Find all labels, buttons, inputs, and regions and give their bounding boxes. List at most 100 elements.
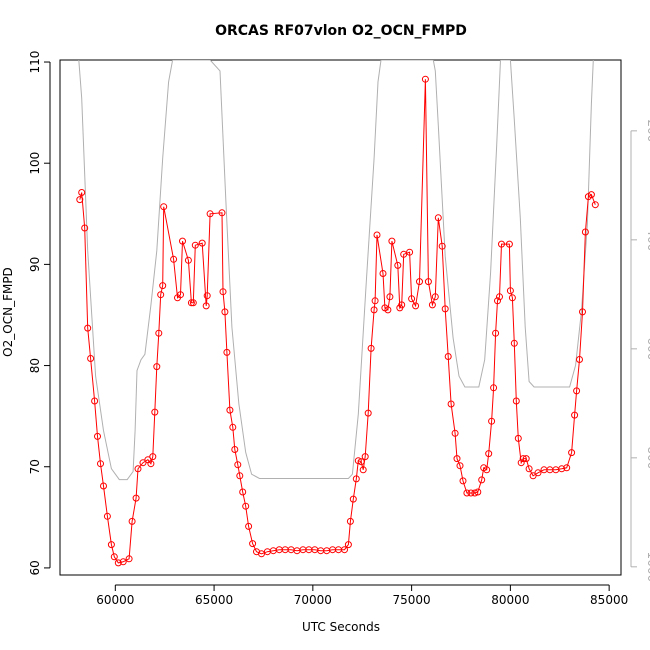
o2-data-point bbox=[357, 458, 365, 466]
o2-data-point bbox=[223, 348, 231, 356]
o2-data-point bbox=[441, 305, 449, 313]
o2-data-point bbox=[245, 522, 253, 530]
o2-data-point bbox=[408, 295, 416, 303]
o2-data-point bbox=[571, 411, 579, 419]
o2-data-point bbox=[219, 288, 227, 296]
x-tick-label: 65000 bbox=[195, 593, 233, 607]
y-tick-label: 70 bbox=[28, 459, 42, 474]
o2-data-point bbox=[579, 308, 586, 316]
o2-data-point bbox=[139, 459, 147, 467]
o2-data-point bbox=[421, 75, 429, 83]
x-tick-label: 75000 bbox=[393, 593, 431, 607]
o2-data-point bbox=[76, 196, 84, 204]
o2-data-point bbox=[236, 472, 244, 480]
x-tick-label: 60000 bbox=[96, 593, 134, 607]
o2-data-point bbox=[563, 464, 571, 472]
o2-data-point bbox=[510, 339, 518, 347]
o2-data-point bbox=[149, 453, 157, 461]
o2-data-point bbox=[431, 293, 439, 301]
o2-data-point bbox=[483, 466, 491, 474]
o2-data-point bbox=[508, 294, 516, 302]
plot-frame bbox=[59, 59, 622, 576]
o2-data-point bbox=[78, 189, 86, 196]
o2-data-point bbox=[505, 240, 513, 248]
o2-data-point bbox=[364, 409, 372, 417]
o2-data-point bbox=[229, 423, 237, 431]
right-tick-label: 200 bbox=[645, 119, 650, 142]
o2-data-point bbox=[159, 282, 167, 290]
o2-data-point bbox=[416, 278, 423, 286]
o2-data-point bbox=[187, 299, 195, 307]
o2-data-point bbox=[529, 472, 537, 480]
o2-data-point bbox=[514, 434, 522, 442]
o2-data-point bbox=[467, 489, 475, 497]
o2-data-point bbox=[198, 239, 206, 247]
o2-data-point bbox=[424, 278, 432, 286]
o2-data-point bbox=[494, 297, 501, 305]
o2-data-point bbox=[352, 475, 360, 483]
o2-data-point bbox=[242, 502, 250, 510]
o2-data-point bbox=[587, 191, 595, 199]
o2-data-point bbox=[160, 203, 168, 211]
o2-data-point bbox=[512, 397, 520, 405]
o2-data-point bbox=[132, 494, 140, 502]
o2-data-point bbox=[249, 540, 257, 548]
o2-data-point bbox=[370, 306, 378, 314]
y-tick-label: 100 bbox=[28, 152, 42, 175]
y-tick-label: 60 bbox=[28, 560, 42, 575]
o2-data-point bbox=[398, 301, 406, 309]
o2-data-point bbox=[517, 459, 525, 467]
o2-data-point bbox=[463, 489, 471, 497]
o2-data-point bbox=[373, 231, 381, 239]
o2-data-point bbox=[498, 240, 505, 248]
o2-data-point bbox=[444, 353, 452, 360]
right-tick-label: 600 bbox=[645, 337, 650, 360]
o2-data-point bbox=[478, 476, 486, 484]
o2-data-point bbox=[91, 397, 99, 405]
o2-data-point bbox=[114, 559, 122, 567]
o2-data-point bbox=[258, 550, 265, 558]
o2-data-point bbox=[349, 495, 357, 503]
o2-data-point bbox=[492, 329, 500, 337]
o2-data-point bbox=[103, 512, 111, 520]
o2-data-point bbox=[359, 466, 367, 474]
o2-data-point bbox=[388, 237, 396, 245]
o2-data-point bbox=[206, 210, 214, 218]
y-axis-label: O2_OCN_FMPD bbox=[1, 267, 15, 357]
o2-data-point bbox=[371, 297, 379, 305]
o2-data-point bbox=[573, 387, 581, 395]
o2-series-line bbox=[79, 79, 596, 564]
o2-data-point bbox=[100, 482, 107, 490]
o2-data-point bbox=[147, 460, 155, 468]
o2-data-point bbox=[496, 293, 503, 301]
o2-data-point bbox=[87, 355, 95, 362]
o2-data-point bbox=[153, 363, 161, 371]
altitude-series-line bbox=[78, 60, 594, 481]
o2-data-point bbox=[485, 450, 493, 458]
o2-data-point bbox=[107, 541, 115, 549]
o2-data-point bbox=[354, 457, 362, 465]
y-tick-label: 80 bbox=[28, 358, 42, 373]
chart-title: ORCAS RF07vlon O2_OCN_FMPD bbox=[215, 23, 467, 39]
o2-data-point bbox=[447, 400, 455, 408]
right-tick-label: 400 bbox=[645, 228, 650, 251]
o2-data-point bbox=[451, 429, 459, 437]
o2-data-point bbox=[226, 406, 234, 414]
o2-data-point bbox=[506, 287, 514, 295]
o2-data-point bbox=[453, 455, 461, 463]
o2-data-point bbox=[576, 356, 583, 363]
right-tick-label: 800 bbox=[645, 446, 650, 469]
o2-data-point bbox=[344, 541, 352, 549]
o2-data-point bbox=[361, 453, 369, 461]
o2-data-point bbox=[379, 270, 387, 277]
o2-data-point bbox=[367, 344, 375, 352]
o2-data-point bbox=[203, 292, 211, 300]
o2-data-point bbox=[119, 558, 127, 566]
x-tick-label: 85000 bbox=[590, 593, 628, 607]
o2-data-point bbox=[231, 446, 239, 453]
o2-data-point bbox=[488, 417, 496, 425]
o2-data-point bbox=[84, 324, 92, 332]
y-axis: 60 70 80 90 100 110 bbox=[28, 51, 51, 576]
o2-data-point bbox=[239, 488, 247, 496]
